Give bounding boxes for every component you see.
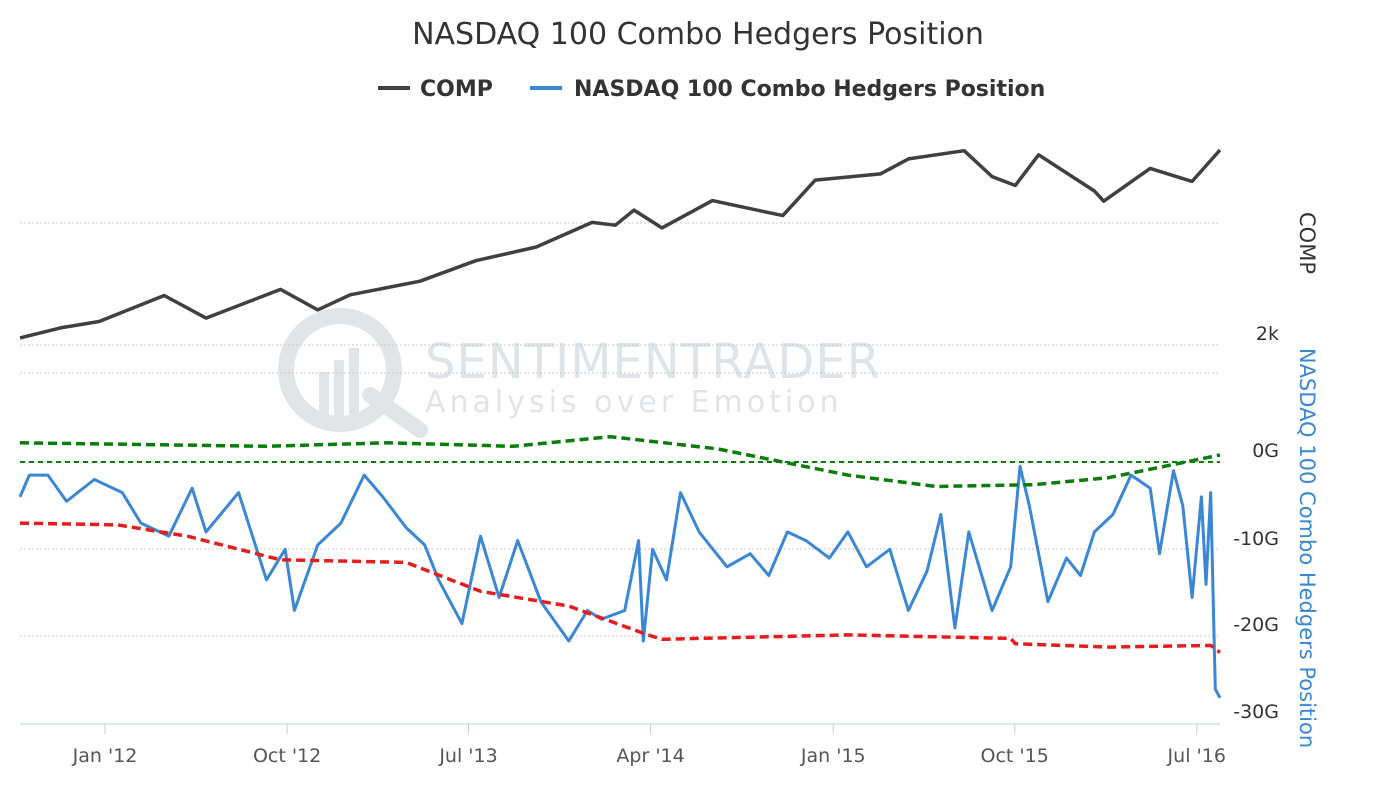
watermark: SENTIMENTRADER Analysis over Emotion [278,308,881,438]
watermark-subtitle: Analysis over Emotion [425,385,843,420]
y-tick-minus-20g: -20G [1233,614,1279,636]
series-line-comp[interactable] [19,148,1222,340]
x-axis-ticks: Jan '12 Oct '12 Jul '13 Apr '14 Jan '15 Oct '… [72,724,1226,767]
legend: COMP NASDAQ 100 Combo Hedgers Position [378,77,1045,102]
x-tick-label: Oct '15 [981,745,1049,767]
series-line-lower-band[interactable] [19,521,1222,654]
legend-label-hedgers: NASDAQ 100 Combo Hedgers Position [574,77,1045,102]
x-tick-label: Oct '12 [253,745,321,767]
y-tick-minus-10g: -10G [1233,528,1279,550]
series-line-upper-band[interactable] [19,434,1221,489]
watermark-title: SENTIMENTRADER [425,334,881,390]
legend-item-hedgers[interactable]: NASDAQ 100 Combo Hedgers Position [530,77,1045,102]
y-tick-0g: 0G [1252,440,1279,462]
y-axis-right: 2k 0G -10G -20G -30G COMP NASDAQ 100 Com… [1233,212,1319,748]
grid [20,222,1220,637]
y-tick-comp-2k: 2k [1256,323,1279,345]
watermark-logo-icon [278,308,402,432]
x-tick-label: Jan '12 [72,745,138,767]
y-tick-minus-30g: -30G [1233,701,1279,723]
x-tick-label: Apr '14 [616,745,684,767]
chart-title: NASDAQ 100 Combo Hedgers Position [412,17,984,52]
y-axis-title-hedgers: NASDAQ 100 Combo Hedgers Position [1295,348,1319,748]
series-line-hedgers[interactable] [18,464,1222,699]
x-tick-label: Jul '13 [438,745,497,767]
x-tick-label: Jul '16 [1167,745,1226,767]
series-layer [18,148,1222,699]
x-tick-label: Jan '15 [800,745,866,767]
legend-label-comp: COMP [420,77,493,102]
legend-item-comp[interactable]: COMP [378,77,493,102]
y-axis-title-comp: COMP [1295,212,1319,274]
